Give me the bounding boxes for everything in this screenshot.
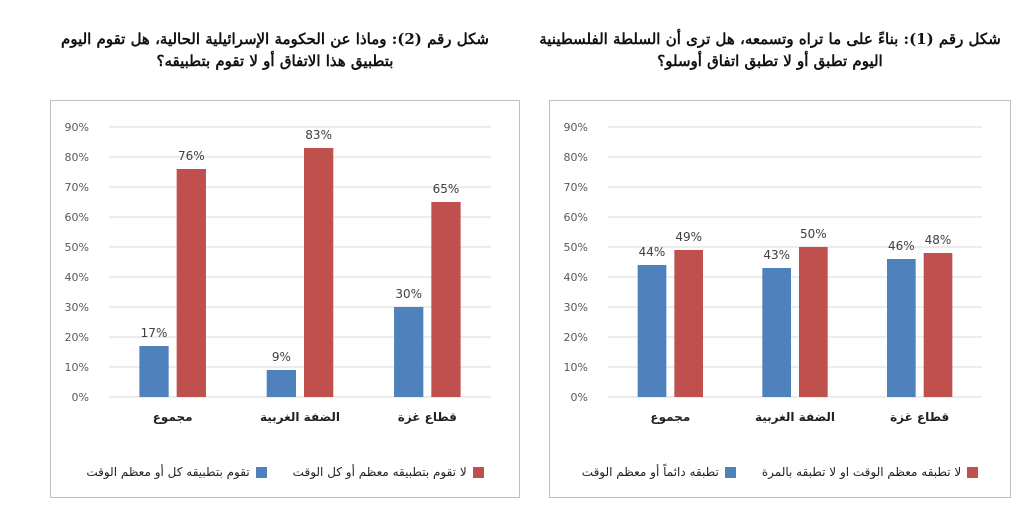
bar [799, 247, 828, 397]
bar [637, 265, 667, 397]
y-tick-label: 60% [564, 211, 588, 224]
x-tick-label: قطاع غزة [890, 410, 949, 424]
legend-label: تطبقه دائماً أو معظم الوقت [581, 465, 719, 479]
data-label: 50% [800, 227, 827, 241]
data-label: 43% [763, 248, 790, 262]
data-label: 30% [395, 287, 422, 301]
y-tick-label: 90% [564, 121, 588, 134]
legend-swatch-blue [724, 466, 736, 478]
data-label: 44% [639, 245, 666, 259]
x-tick-label: مجموع [153, 410, 193, 425]
legend-right: لا تطبقه معظم الوقت او لا تطبقه بالمرة ت… [550, 465, 1010, 479]
y-tick-label: 60% [65, 211, 89, 224]
legend-item-series-2: لا تقوم بتطبيقه معظم أو كل الوقت [293, 465, 484, 479]
bar [266, 370, 296, 397]
y-tick-label: 0% [571, 391, 588, 404]
y-tick-label: 90% [65, 121, 89, 134]
legend-item-series-1: تقوم بتطبيقه كل أو معظم الوقت [86, 465, 267, 479]
y-tick-label: 80% [564, 151, 588, 164]
x-tick-label: قطاع غزة [398, 410, 457, 424]
legend-left: لا تقوم بتطبيقه معظم أو كل الوقت تقوم بت… [51, 465, 519, 479]
y-tick-label: 40% [564, 271, 588, 284]
data-label: 17% [141, 326, 168, 340]
y-tick-label: 50% [65, 241, 89, 254]
x-tick-label: الضفة الغربية [260, 410, 340, 424]
y-tick-label: 10% [564, 361, 588, 374]
bar [304, 148, 334, 397]
y-tick-label: 30% [564, 301, 588, 314]
x-tick-label: مجموع [650, 410, 690, 425]
legend-swatch-red [472, 466, 484, 478]
y-tick-label: 50% [564, 241, 588, 254]
legend-swatch-blue [255, 466, 267, 478]
y-tick-label: 30% [65, 301, 89, 314]
legend-label: لا تقوم بتطبيقه معظم أو كل الوقت [292, 465, 467, 479]
data-label: 76% [178, 149, 205, 163]
y-tick-label: 0% [72, 391, 89, 404]
chart-panel-left: 0% 10% 20% 30% 40% 50% 60% 70% 80% 90% 17% 76% مجموع… [50, 100, 520, 498]
bar-chart-left: 0% 10% 20% 30% 40% 50% 60% 70% 80% 90% 17% 76% مجموع… [65, 121, 491, 425]
bar [674, 250, 704, 397]
bar [176, 169, 206, 397]
data-label: 83% [305, 128, 332, 142]
bar [886, 259, 916, 397]
y-tick-label: 10% [65, 361, 89, 374]
bar [139, 346, 169, 397]
chart-title-right: شكل رقم (1): بناءً على ما تراه وتسمعه، ه… [539, 30, 1001, 70]
data-label: 9% [272, 350, 291, 364]
bar [762, 268, 791, 397]
x-tick-label: الضفة الغربية [755, 410, 835, 424]
data-label: 49% [675, 230, 702, 244]
bar [394, 307, 424, 397]
legend-label: تقوم بتطبيقه كل أو معظم الوقت [86, 465, 250, 479]
legend-item-series-2: لا تطبقه معظم الوقت او لا تطبقه بالمرة [761, 465, 979, 479]
bar-chart-right: 0% 10% 20% 30% 40% 50% 60% 70% 80% 90% 44% 49% مجموع… [564, 121, 982, 425]
chart-title-left: شكل رقم (2): وماذا عن الحكومة الإسرائيلي… [61, 30, 489, 70]
y-tick-label: 70% [65, 181, 89, 194]
legend-swatch-red [967, 466, 979, 478]
y-tick-label: 80% [65, 151, 89, 164]
data-label: 46% [888, 239, 915, 253]
chart-panel-right: 0% 10% 20% 30% 40% 50% 60% 70% 80% 90% 44% 49% مجموع… [549, 100, 1011, 498]
y-tick-label: 20% [564, 331, 588, 344]
legend-label: لا تطبقه معظم الوقت او لا تطبقه بالمرة [761, 465, 962, 479]
y-tick-label: 20% [65, 331, 89, 344]
data-label: 48% [925, 233, 952, 247]
y-tick-label: 40% [65, 271, 89, 284]
legend-item-series-1: تطبقه دائماً أو معظم الوقت [582, 465, 736, 479]
bar [431, 202, 461, 397]
y-tick-label: 70% [564, 181, 588, 194]
data-label: 65% [433, 182, 460, 196]
bar [923, 253, 953, 397]
